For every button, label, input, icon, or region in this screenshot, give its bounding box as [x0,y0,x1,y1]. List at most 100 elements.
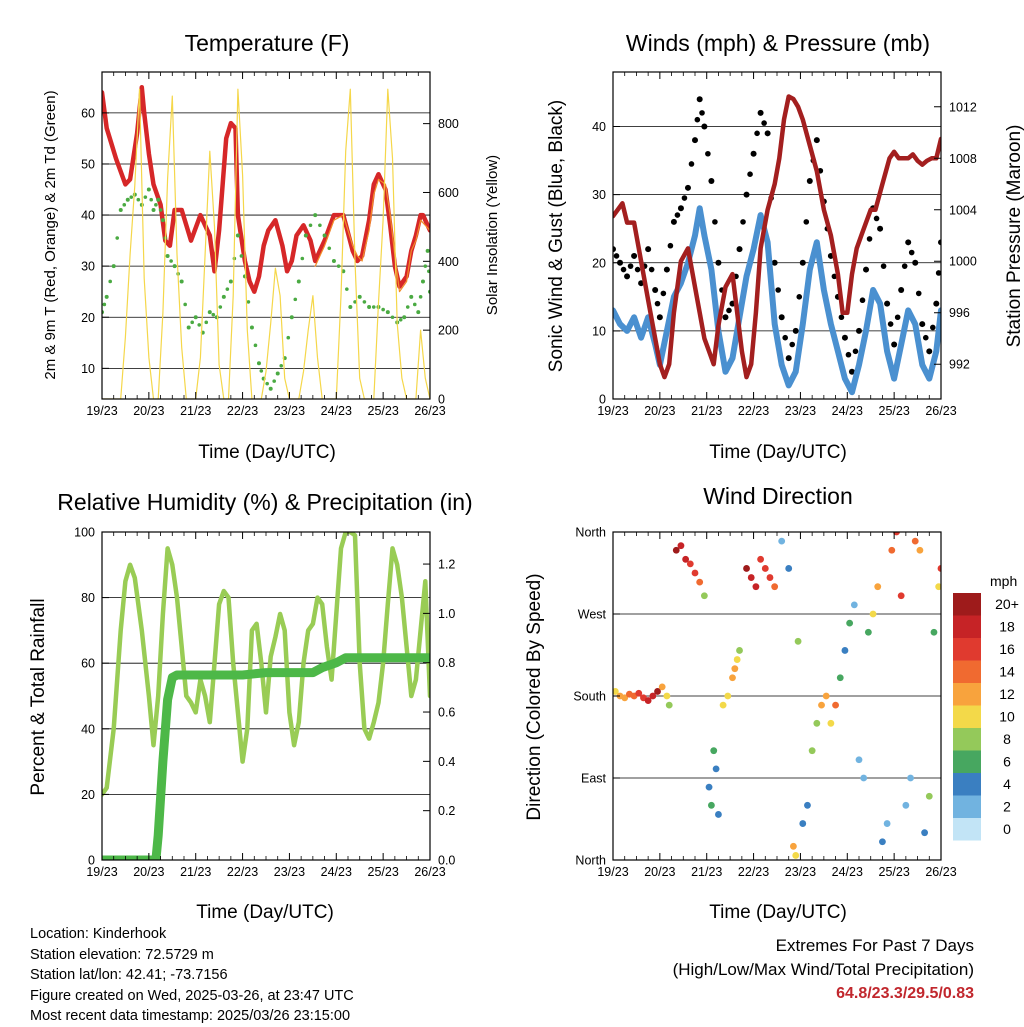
temp-point [172,264,177,269]
dir-point [715,811,722,818]
temp-ytick-right-label: 400 [438,255,459,269]
extremes-box: Extremes For Past 7 Days (High/Low/Max W… [673,934,974,1006]
dir-point [761,565,769,572]
temp-xtick-label: 25/23 [368,404,399,418]
temp-point [207,310,212,315]
temp-point [136,197,141,202]
wind-point [761,120,767,126]
dir-point [766,574,774,581]
dir-point [731,665,739,673]
temp-xtick-label: 26/23 [414,404,445,418]
dir-point [705,783,713,791]
dir-point [869,610,877,618]
temp-point [211,312,216,317]
wind-xtick-label: 25/23 [879,404,910,418]
dir-point [635,689,643,697]
temp-point [423,264,428,268]
wind-point [634,266,641,273]
temp-point [218,305,223,309]
dir-xtick-label: 23/23 [785,865,816,879]
rh-ytick-label: 0 [88,854,95,868]
wind-marks [613,94,941,396]
temp-point [381,307,385,312]
temp-point [154,203,158,207]
temp-point [272,379,277,383]
temp-ytick-label: 20 [81,311,95,325]
colorbar-swatch [953,705,981,728]
dir-xtick-label: 25/23 [879,865,910,879]
wind-point [736,246,743,253]
wind-point [652,287,659,293]
wind-point [688,161,695,167]
rh-series-0 [102,532,430,797]
colorbar-swatch [953,683,981,706]
wind-point [873,215,880,222]
colorbar-swatch [953,638,981,661]
dir-point [832,701,839,709]
wind-point [905,239,912,246]
wind-point [750,150,757,157]
figure-created: Figure created on Wed, 2025-03-26, at 23… [30,987,354,1004]
temp-point [242,274,247,279]
temp-point [183,302,187,307]
wind-series-line [613,94,941,380]
dir-point [827,719,835,727]
temperature-panel: Temperature (F) Time (Day/UTC) 2m & 9m T… [42,30,501,463]
wind-point [775,287,781,293]
wind-point [715,259,722,266]
wind-point [613,246,616,253]
direction-panel: Wind Direction Time (Day/UTC) Direction … [524,483,1019,923]
wind-point [631,252,638,259]
dir-point [644,697,652,704]
rh-xtick-label: 19/23 [86,865,117,879]
colorbar-title: mph [990,573,1017,589]
dir-point [771,583,779,591]
rh-series-1 [102,653,430,860]
colorbar-label: 4 [1003,776,1011,792]
colorbar-label: 20+ [995,596,1019,612]
temp-ytick-label: 10 [81,362,95,376]
temp-point [353,300,357,304]
colorbar-label: 14 [999,664,1015,680]
wind-ytick-label: 20 [592,256,606,270]
wind-series-1 [613,205,941,396]
dir-point [804,801,811,809]
wind-ytick-right-label: 1012 [949,100,977,114]
dir-point [724,692,732,700]
winds-plot: 19/23 20/23 21/23 22/23 23/23 24/23 25/23 26/23… [592,71,977,418]
dir-point [677,542,685,550]
humidity-panel: Relative Humidity (%) & Precipitation (i… [28,489,473,923]
wind-point [866,236,873,242]
rh-series-line [102,532,430,797]
rh-ytick-label: 40 [81,722,95,736]
wind-point [645,246,652,253]
temp-ytick-label: 60 [81,106,95,120]
temp-xtick-label: 20/23 [133,404,164,418]
colorbar-swatch [953,773,981,796]
dir-point [855,756,863,764]
direction-title: Wind Direction [703,483,853,509]
wind-point [701,123,708,130]
wind-point [648,266,655,273]
wind-point [915,290,922,297]
temp-point [169,259,173,263]
colorbar-label: 16 [999,641,1015,657]
temp-series-0 [102,85,430,294]
wind-xtick-label: 20/23 [644,404,675,418]
temp-point [293,297,298,302]
colorbar-label: 12 [999,686,1015,702]
temp-point [104,294,109,299]
direction-plot: 19/23 20/23 21/23 22/23 23/23 24/23 25/23 26/23… [573,526,956,880]
temp-point [259,369,264,373]
temperature-xlabel: Time (Day/UTC) [198,442,336,463]
wind-point [670,218,677,225]
wind-xtick-label: 26/23 [925,404,956,418]
wind-point [747,171,753,177]
wind-ytick-label: 40 [592,120,606,134]
dir-point [708,801,715,809]
wind-point [677,205,684,212]
dir-point [792,852,800,859]
dir-point [665,701,673,709]
wind-point [764,130,771,137]
temp-point [427,269,430,274]
